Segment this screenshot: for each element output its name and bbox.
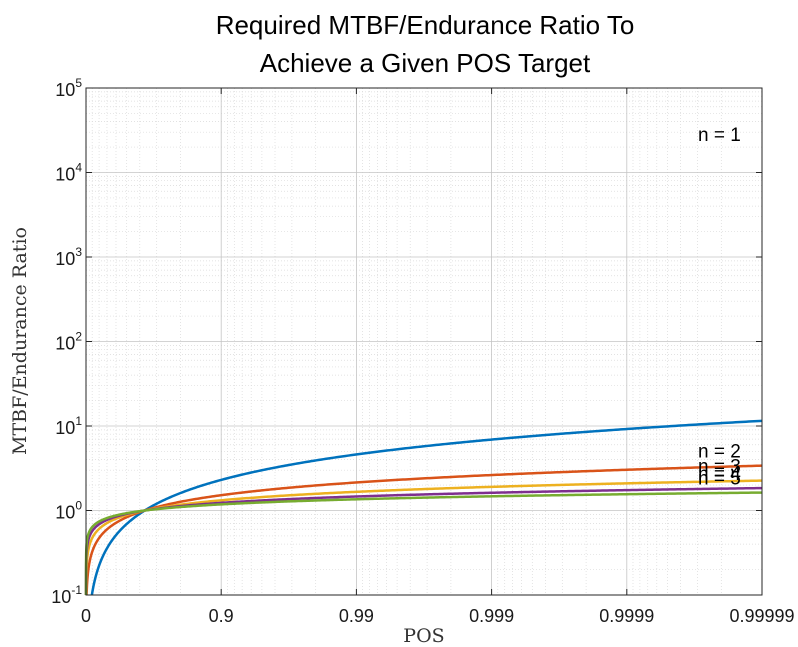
series-label-n5: n = 5 <box>698 469 741 490</box>
x-tick-label: 0.9 <box>209 606 234 626</box>
x-axis-label: POS <box>403 625 444 647</box>
y-axis-label: MTBF/Endurance Ratio <box>9 227 31 455</box>
series-label-n1: n = 1 <box>698 125 741 146</box>
y-tick-label: 104 <box>55 161 82 185</box>
series-layer <box>84 419 763 596</box>
series-line-n5 <box>84 491 763 596</box>
series-labels: n = 1 n = 2n = 3n = 4n = 5 <box>698 125 741 490</box>
y-tick-label: 100 <box>55 499 82 523</box>
series-label-n3: n = 3 <box>698 457 741 478</box>
y-tick-label: 102 <box>55 330 82 354</box>
series-line-n1 <box>90 419 763 596</box>
ticks: 0 0.9 0.99 0.999 0.9999 0.99999 10-1 100 101 102 1… <box>51 76 794 626</box>
series-label-n2: n = 2 <box>698 442 741 463</box>
grid <box>85 87 763 596</box>
x-tick-label: 0.99 <box>339 606 374 626</box>
y-tick-label: 101 <box>55 414 82 438</box>
series-label-n4: n = 4 <box>698 464 741 485</box>
series-line-n2 <box>85 464 763 596</box>
y-tick-label: 103 <box>55 245 82 269</box>
x-tick-label: 0.9999 <box>599 606 654 626</box>
x-tick-label: 0 <box>81 606 91 626</box>
x-tick-label: 0.99999 <box>729 606 794 626</box>
series-line-n3 <box>84 479 763 596</box>
y-tick-label: 10-1 <box>51 583 82 607</box>
y-tick-label: 105 <box>55 76 82 100</box>
chart-title-line-1: Required MTBF/Endurance Ratio To <box>216 10 635 40</box>
chart-title-line-2: Achieve a Given POS Target <box>260 48 591 78</box>
x-tick-label: 0.999 <box>469 606 514 626</box>
